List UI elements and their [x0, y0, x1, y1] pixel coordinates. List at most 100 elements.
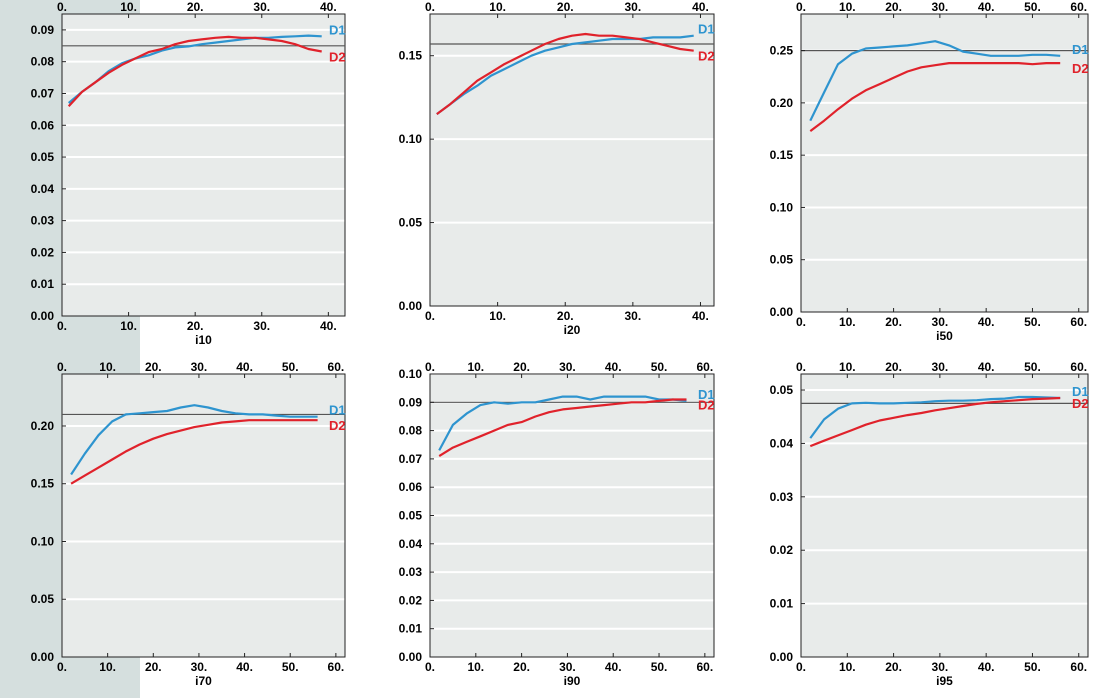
chart-3-x-tick-label-top: 40.	[236, 360, 253, 374]
chart-2-x-tick-label-top: 40.	[978, 0, 995, 14]
chart-1-x-tick-label: 40.	[692, 309, 709, 323]
chart-0-y-tick-label: 0.09	[31, 23, 55, 37]
chart-2-x-tick-label: 20.	[885, 315, 902, 329]
chart-3-series-d2-label: D2	[329, 418, 346, 433]
chart-0-x-tick-label: 30.	[253, 319, 270, 333]
chart-5-x-tick-label: 60.	[1070, 660, 1087, 674]
chart-4-x-tick-label: 20.	[513, 660, 530, 674]
chart-3-x-axis-label: i70	[195, 674, 212, 688]
chart-1-frame	[429, 13, 715, 307]
chart-1-x-tick-label-top: 10.	[489, 0, 506, 14]
chart-1-x-tick-label: 0.	[425, 309, 435, 323]
chart-5-x-axis-label: i95	[936, 674, 953, 688]
chart-4-y-tick-label: 0.00	[399, 650, 423, 664]
chart-0-x-tick-label-top: 20.	[187, 0, 204, 14]
chart-0-y-tick-label: 0.03	[31, 214, 55, 228]
chart-2-x-tick-label: 50.	[1024, 315, 1041, 329]
chart-3-series-d2-line	[70, 419, 318, 485]
chart-4-x-tick-label: 40.	[605, 660, 622, 674]
chart-3-y-tick-label: 0.00	[31, 650, 55, 664]
chart-0-x-axis-label: i10	[195, 333, 212, 347]
chart-2-x-tick-label-top: 60.	[1070, 0, 1087, 14]
chart-2-x-axis-label: i50	[936, 329, 953, 343]
chart-2-x-tick-label-top: 0.	[796, 0, 806, 14]
chart-3-x-tick-label-top: 10.	[99, 360, 116, 374]
chart-3-x-tick-label: 60.	[328, 660, 345, 674]
chart-5-y-tick-label: 0.03	[770, 490, 794, 504]
chart-1-plot-area	[430, 14, 714, 306]
chart-1-y-tick-label: 0.15	[399, 49, 423, 63]
chart-2-frame	[800, 13, 1089, 313]
chart-4-series-d2-line	[438, 398, 687, 458]
chart-0-x-tick-label: 10.	[120, 319, 137, 333]
chart-2-x-tick-label-top: 50.	[1024, 0, 1041, 14]
chart-3-series-d1-label: D1	[329, 403, 346, 418]
chart-5-y-tick-label: 0.05	[770, 383, 794, 397]
chart-1-x-tick-label-top: 20.	[557, 0, 574, 14]
chart-0-y-tick-label: 0.00	[31, 309, 55, 323]
chart-2-y-tick-label: 0.20	[770, 96, 794, 110]
chart-0-plot-area	[62, 14, 345, 316]
chart-3-x-tick-label-top: 20.	[145, 360, 162, 374]
chart-5-x-tick-label: 0.	[796, 660, 806, 674]
chart-5-x-tick-label-top: 10.	[839, 360, 856, 374]
chart-0-series-d2-label: D2	[329, 50, 346, 65]
chart-3-frame	[61, 373, 346, 658]
chart-4-series-d2-label: D2	[698, 397, 715, 412]
chart-5-x-tick-label: 20.	[885, 660, 902, 674]
chart-0-y-tick-label: 0.01	[31, 277, 55, 291]
chart-4-y-tick-label: 0.10	[399, 367, 423, 381]
chart-3-x-tick-label: 30.	[191, 660, 208, 674]
chart-3-x-tick-label: 50.	[282, 660, 299, 674]
chart-4-series-d1-line	[438, 395, 687, 451]
chart-5-series-d2-label: D2	[1072, 396, 1089, 411]
chart-1-x-tick-label-top: 0.	[425, 0, 435, 14]
chart-2-panel: 0.00 0.05 0.10 0.15 0.20 0.25 0. 0. 10. 10. 20. 20.…	[770, 0, 1089, 343]
chart-1-panel: 0.00 0.05 0.10 0.15 0. 0. 10. 10. 20. 20. 30. 30. 40…	[399, 0, 715, 337]
chart-0-x-tick-label: 40.	[320, 319, 337, 333]
chart-5-x-tick-label: 30.	[932, 660, 949, 674]
chart-5-x-tick-label: 50.	[1024, 660, 1041, 674]
chart-4-series-d1-label: D1	[698, 387, 715, 402]
chart-5-series-d2-line	[809, 396, 1061, 448]
chart-2-y-tick-label: 0.15	[770, 148, 794, 162]
chart-0-x-tick-label-top: 10.	[120, 0, 137, 14]
chart-1-x-tick-label: 20.	[557, 309, 574, 323]
chart-4-y-tick-label: 0.03	[399, 565, 423, 579]
chart-5-y-tick-label: 0.02	[770, 543, 794, 557]
chart-0-y-tick-label: 0.06	[31, 118, 55, 132]
chart-5-x-tick-label-top: 40.	[978, 360, 995, 374]
chart-1-y-tick-label: 0.05	[399, 216, 423, 230]
chart-3-x-tick-label: 40.	[236, 660, 253, 674]
chart-5-x-tick-label-top: 30.	[932, 360, 949, 374]
chart-4-x-tick-label-top: 40.	[605, 360, 622, 374]
chart-1-series-d2-line	[436, 32, 694, 115]
chart-2-x-tick-label-top: 10.	[839, 0, 856, 14]
chart-4-x-axis-label: i90	[564, 674, 581, 688]
chart-3-x-tick-label: 0.	[57, 660, 67, 674]
chart-2-y-tick-label: 0.25	[770, 44, 794, 58]
chart-2-y-tick-label: 0.05	[770, 253, 794, 267]
chart-4-x-tick-label-top: 0.	[425, 360, 435, 374]
chart-2-series-d2-label: D2	[1072, 61, 1089, 76]
chart-5-frame	[800, 373, 1089, 658]
chart-2-y-tick-label: 0.00	[770, 305, 794, 319]
chart-5-y-tick-label: 0.04	[770, 436, 794, 450]
chart-3-series-d1-line	[70, 404, 318, 476]
chart-4-y-tick-label: 0.05	[399, 509, 423, 523]
chart-5-x-tick-label-top: 50.	[1024, 360, 1041, 374]
chart-3-y-tick-label: 0.05	[31, 592, 55, 606]
chart-2-x-tick-label-top: 20.	[885, 0, 902, 14]
chart-4-x-tick-label: 30.	[559, 660, 576, 674]
chart-2-x-tick-label-top: 30.	[932, 0, 949, 14]
chart-4-y-tick-label: 0.07	[399, 452, 423, 466]
chart-4-x-tick-label-top: 60.	[696, 360, 713, 374]
chart-0-x-tick-label-top: 30.	[253, 0, 270, 14]
chart-1-series-d2-label: D2	[698, 49, 715, 64]
chart-4-y-tick-label: 0.01	[399, 622, 423, 636]
chart-4-x-tick-label: 60.	[696, 660, 713, 674]
chart-2-y-tick-label: 0.10	[770, 200, 794, 214]
chart-3-x-tick-label-top: 30.	[191, 360, 208, 374]
chart-2-x-tick-label: 30.	[932, 315, 949, 329]
chart-5-x-tick-label: 40.	[978, 660, 995, 674]
